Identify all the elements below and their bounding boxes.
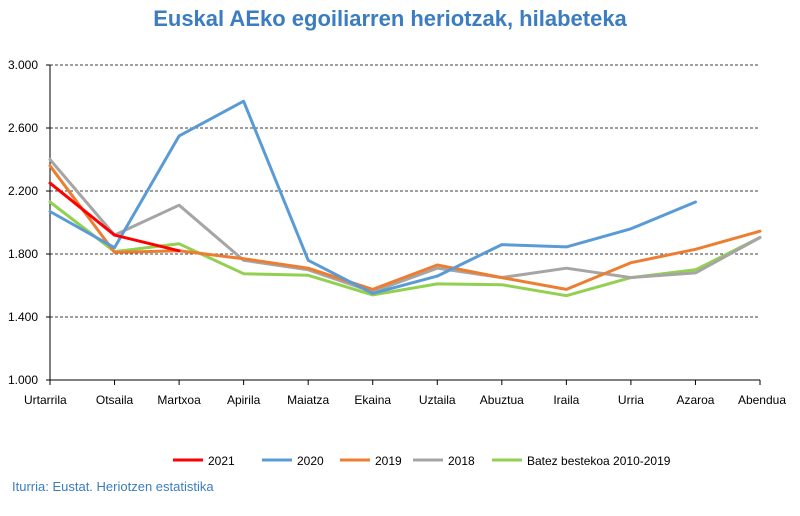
series-line-2021 (48, 181, 181, 253)
x-tick-label: Urtarrila (24, 393, 67, 407)
y-tick-label: 2.600 (8, 121, 38, 135)
legend-label: 2020 (297, 454, 324, 468)
x-tick-label: Abendua (738, 393, 786, 407)
x-tick-label: Urria (618, 393, 644, 407)
x-tick-label: Martxoa (157, 393, 201, 407)
series-line-2018 (48, 158, 762, 294)
legend-label: 2018 (448, 454, 475, 468)
legend-label: 2019 (375, 454, 402, 468)
y-tick-label: 3.000 (8, 58, 38, 72)
x-tick-label: Apirila (227, 393, 261, 407)
axes: 1.000 1.400 1.800 2.200 2.600 3.000 Urtarrila O… (8, 58, 786, 407)
legend-label: 2021 (208, 454, 235, 468)
series-line-2019 (48, 164, 762, 291)
y-tick-label: 2.200 (8, 184, 38, 198)
source-note: Iturria: Eustat. Heriotzen estatistika (12, 479, 214, 494)
series-line-2020 (48, 99, 697, 295)
chart-title: Euskal AEko egoiliarren heriotzak, hilab… (153, 6, 627, 31)
x-tick-label: Abuztua (480, 393, 524, 407)
y-tick-label: 1.000 (8, 373, 38, 387)
y-tick-label: 1.400 (8, 310, 38, 324)
x-tick-label: Uztaila (419, 393, 456, 407)
y-tick-label: 1.800 (8, 247, 38, 261)
x-tick-label: Azaroa (676, 393, 714, 407)
series-lines (48, 99, 762, 298)
legend-label: Batez bestekoa 2010-2019 (527, 454, 671, 468)
x-tick-label: Iraila (553, 393, 579, 407)
x-tick-label: Otsaila (96, 393, 134, 407)
grid-lines (50, 64, 760, 318)
x-tick-label: Maiatza (287, 393, 329, 407)
legend: 2021 2020 2019 2018 Batez bestekoa 2010-2019 (173, 454, 671, 468)
x-tick-label: Ekaina (354, 393, 391, 407)
